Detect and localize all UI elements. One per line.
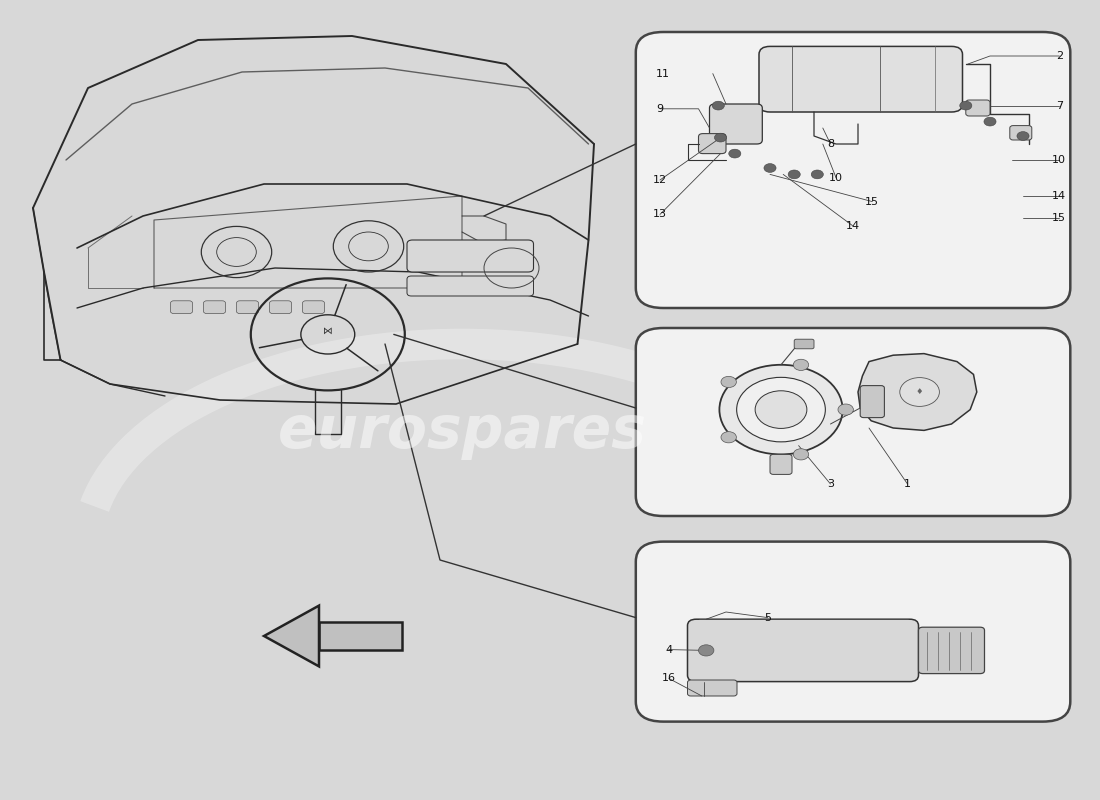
Text: 14: 14 (1053, 191, 1066, 201)
Circle shape (698, 645, 714, 656)
Text: 3: 3 (827, 479, 834, 489)
FancyBboxPatch shape (918, 627, 984, 674)
Circle shape (720, 432, 736, 443)
Circle shape (793, 449, 808, 460)
FancyBboxPatch shape (236, 301, 258, 314)
Text: 13: 13 (653, 210, 667, 219)
FancyBboxPatch shape (636, 32, 1070, 308)
Circle shape (755, 390, 807, 429)
Circle shape (900, 378, 939, 406)
FancyBboxPatch shape (170, 301, 192, 314)
Circle shape (763, 164, 777, 172)
FancyBboxPatch shape (710, 104, 762, 144)
FancyBboxPatch shape (770, 454, 792, 474)
Circle shape (812, 170, 823, 178)
Text: 10: 10 (1053, 155, 1066, 165)
Circle shape (729, 149, 741, 158)
Text: 15: 15 (866, 197, 879, 206)
FancyBboxPatch shape (1010, 126, 1032, 140)
Text: 7: 7 (1056, 101, 1063, 110)
Text: 12: 12 (653, 175, 667, 185)
Text: 4: 4 (666, 645, 672, 654)
Text: 1: 1 (904, 479, 911, 489)
Text: eurospares: eurospares (277, 403, 647, 461)
FancyBboxPatch shape (966, 100, 990, 116)
Circle shape (838, 404, 854, 415)
FancyBboxPatch shape (688, 680, 737, 696)
Text: 14: 14 (846, 221, 859, 230)
FancyBboxPatch shape (270, 301, 292, 314)
Text: 11: 11 (657, 69, 670, 78)
FancyBboxPatch shape (636, 542, 1070, 722)
Circle shape (715, 134, 727, 142)
Polygon shape (858, 354, 977, 430)
Text: 2: 2 (1056, 51, 1063, 61)
Circle shape (984, 117, 997, 126)
Text: ♦: ♦ (916, 387, 923, 397)
FancyBboxPatch shape (759, 46, 962, 112)
Text: ⋈: ⋈ (323, 326, 332, 335)
Circle shape (959, 102, 972, 110)
Text: 10: 10 (829, 173, 843, 182)
Text: 8: 8 (827, 139, 834, 149)
FancyBboxPatch shape (698, 134, 726, 154)
Circle shape (788, 170, 800, 178)
Text: 9: 9 (657, 104, 663, 114)
Circle shape (720, 376, 736, 387)
FancyBboxPatch shape (860, 386, 884, 418)
FancyBboxPatch shape (794, 339, 814, 349)
Circle shape (1016, 131, 1030, 141)
FancyBboxPatch shape (688, 619, 918, 682)
Circle shape (719, 365, 843, 454)
FancyBboxPatch shape (636, 328, 1070, 516)
Text: 15: 15 (1053, 213, 1066, 222)
Text: 16: 16 (662, 674, 675, 683)
Polygon shape (264, 606, 319, 666)
Circle shape (737, 378, 825, 442)
Circle shape (713, 102, 724, 110)
FancyBboxPatch shape (302, 301, 324, 314)
FancyBboxPatch shape (204, 301, 226, 314)
Circle shape (793, 359, 808, 370)
FancyBboxPatch shape (407, 240, 534, 272)
FancyBboxPatch shape (407, 276, 534, 296)
Polygon shape (319, 622, 402, 650)
Text: 5: 5 (764, 613, 771, 622)
